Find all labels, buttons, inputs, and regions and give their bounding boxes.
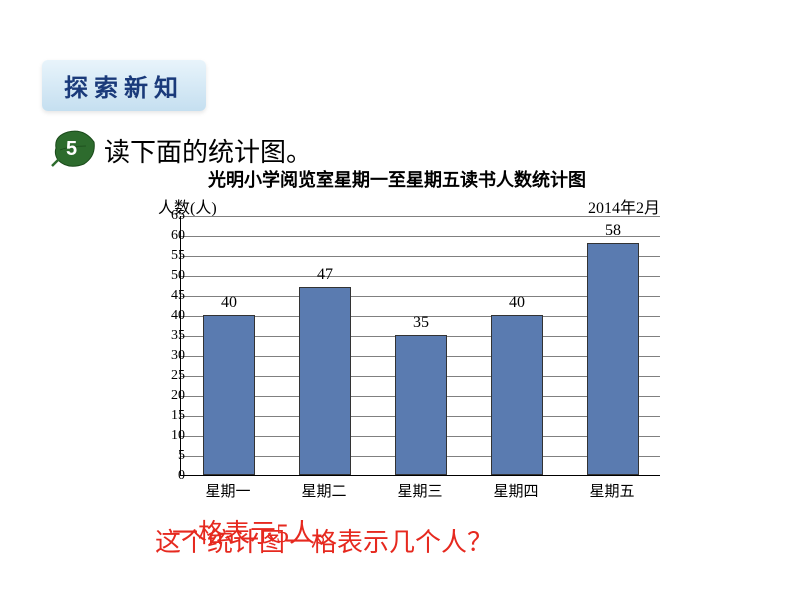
- y-tick-label: 0: [155, 468, 185, 484]
- problem-number: 5: [66, 138, 77, 161]
- y-tick-label: 55: [155, 248, 185, 264]
- bar-value-label: 40: [491, 294, 543, 312]
- bar: [491, 315, 543, 475]
- bar-chart: 人数(人) 2014年2月 4047354058 051015202530354…: [140, 194, 670, 514]
- x-tick-label: 星期三: [380, 480, 460, 501]
- bar-value-label: 47: [299, 266, 351, 284]
- y-tick-label: 15: [155, 408, 185, 424]
- question-text: 这个统计图一格表示几个人？: [155, 522, 493, 559]
- y-tick-label: 10: [155, 428, 185, 444]
- bar: [395, 335, 447, 475]
- y-tick-label: 65: [155, 208, 185, 224]
- x-tick-label: 星期四: [476, 480, 556, 501]
- bar: [299, 287, 351, 475]
- y-tick-label: 60: [155, 228, 185, 244]
- x-tick-label: 星期五: [572, 480, 652, 501]
- bar: [203, 315, 255, 475]
- chart-date-label: 2014年2月: [588, 194, 660, 218]
- section-header-badge: 探索新知: [42, 60, 206, 111]
- plot-region: 40 47 35 40 58: [180, 216, 660, 476]
- x-tick-label: 星期一: [188, 480, 268, 501]
- bar-value-label: 35: [395, 314, 447, 332]
- bar-value-label: 40: [203, 294, 255, 312]
- bar: [587, 243, 639, 475]
- x-tick-label: 星期二: [284, 480, 364, 501]
- y-tick-label: 50: [155, 268, 185, 284]
- y-tick-label: 40: [155, 308, 185, 324]
- y-tick-label: 25: [155, 368, 185, 384]
- y-tick-label: 5: [155, 448, 185, 464]
- bar-value-label: 58: [587, 222, 639, 240]
- y-tick-label: 20: [155, 388, 185, 404]
- y-tick-label: 35: [155, 328, 185, 344]
- y-tick-label: 45: [155, 288, 185, 304]
- y-tick-label: 30: [155, 348, 185, 364]
- section-header-title: 探索新知: [64, 76, 184, 102]
- gridline: [181, 216, 660, 217]
- instruction-text: 读下面的统计图。: [104, 132, 312, 169]
- chart-title: 光明小学阅览室星期一至星期五读书人数统计图: [0, 166, 794, 192]
